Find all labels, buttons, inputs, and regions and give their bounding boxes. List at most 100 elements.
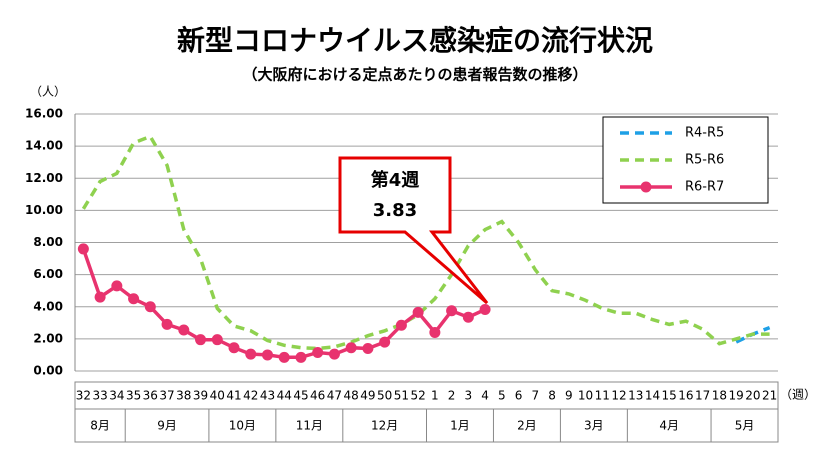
month-label: 2月 [517,419,537,433]
callout-label: 3.83 [373,200,417,221]
x-tick-label: 21 [762,389,777,403]
x-tick-label: 35 [126,389,141,403]
series-marker [446,305,458,317]
x-tick-label: 13 [628,389,643,403]
month-label: 9月 [157,419,177,433]
month-label: 4月 [659,419,679,433]
callout-title: 第4週 [371,169,420,191]
x-tick-label: 48 [344,389,359,403]
series-marker [111,280,123,292]
series-marker [144,301,156,313]
y-axis-label: （人） [30,85,66,99]
month-label: 1月 [450,419,470,433]
series-marker [462,311,474,323]
x-tick-label: 5 [498,389,506,403]
callout-box [338,156,489,305]
series-line [81,248,486,360]
y-tick-label: 10.00 [25,203,63,217]
x-tick-label: 18 [712,389,727,403]
x-tick-label: 17 [695,389,710,403]
chart-title: 新型コロナウイルス感染症の流行状況 [177,24,653,57]
legend-label: R6-R7 [685,180,724,195]
x-tick-label: 37 [159,389,174,403]
x-tick-label: 12 [611,389,626,403]
month-label: 10月 [229,419,256,433]
series-marker [429,326,441,338]
series-marker [77,243,89,255]
series-marker [395,319,407,331]
y-tick-label: 16.00 [25,107,63,121]
x-tick-label: 43 [260,389,275,403]
x-tick-label: 44 [277,389,292,403]
series-marker [295,351,307,363]
y-tick-label: 14.00 [25,139,63,153]
series-marker [211,334,223,346]
series-marker [278,351,290,363]
x-tick-label: 38 [176,389,191,403]
x-tick-label: 8 [548,389,556,403]
x-tick-label: 16 [678,389,693,403]
month-label: 8月 [90,419,110,433]
x-tick-label: 7 [531,389,539,403]
x-tick-label: 33 [92,389,107,403]
y-tick-label: 12.00 [25,171,63,185]
x-tick-label: 9 [565,389,573,403]
x-tick-label: 2 [448,389,456,403]
x-tick-label: 19 [729,389,744,403]
month-label: 3月 [584,419,604,433]
series-marker [261,349,273,361]
series-line [81,134,770,351]
x-tick-label: 15 [662,389,677,403]
y-tick-label: 4.00 [33,299,63,313]
x-tick-label: 32 [76,389,91,403]
legend-label: R4-R5 [685,126,724,141]
x-tick-label: 1 [431,389,439,403]
x-tick-label: 39 [193,389,208,403]
series-marker [195,334,207,346]
series-marker [94,291,106,303]
x-tick-label: 50 [377,389,392,403]
x-tick-label: 20 [745,389,760,403]
y-tick-label: 2.00 [33,331,63,345]
y-tick-label: 0.00 [33,364,63,378]
x-tick-label: 34 [109,389,124,403]
legend-label: R5-R6 [685,153,724,168]
x-tick-label: 36 [143,389,158,403]
series-marker [328,348,340,360]
series-marker [362,343,374,355]
x-tick-label: 52 [410,389,425,403]
series-marker [178,324,190,336]
x-tick-label: 49 [360,389,375,403]
y-tick-label: 6.00 [33,267,63,281]
series-marker [228,342,240,354]
x-tick-label: 45 [293,389,308,403]
month-label: 5月 [735,419,755,433]
series-marker [379,336,391,348]
series-marker [345,342,357,354]
x-tick-label: 14 [645,389,660,403]
x-tick-label: 42 [243,389,258,403]
series-marker [312,347,324,359]
y-tick-label: 8.00 [33,235,63,249]
chart-subtitle: （大阪府における定点あたりの患者報告数の推移） [242,66,587,84]
series-marker [412,306,424,318]
month-label: 12月 [371,419,398,433]
series-marker [161,318,173,330]
series-marker [479,303,491,315]
x-tick-label: 3 [465,389,473,403]
x-axis-label: （週） [780,388,816,402]
x-tick-label: 11 [595,389,610,403]
x-tick-label: 40 [210,389,225,403]
x-tick-label: 10 [578,389,593,403]
x-tick-label: 51 [394,389,409,403]
x-tick-label: 6 [515,389,523,403]
legend-marker [640,181,652,193]
month-label: 11月 [296,419,323,433]
x-tick-label: 46 [310,389,325,403]
x-tick-label: 41 [226,389,241,403]
series-marker [128,293,140,305]
series-marker [245,348,257,360]
x-tick-label: 47 [327,389,342,403]
x-tick-label: 4 [481,389,489,403]
